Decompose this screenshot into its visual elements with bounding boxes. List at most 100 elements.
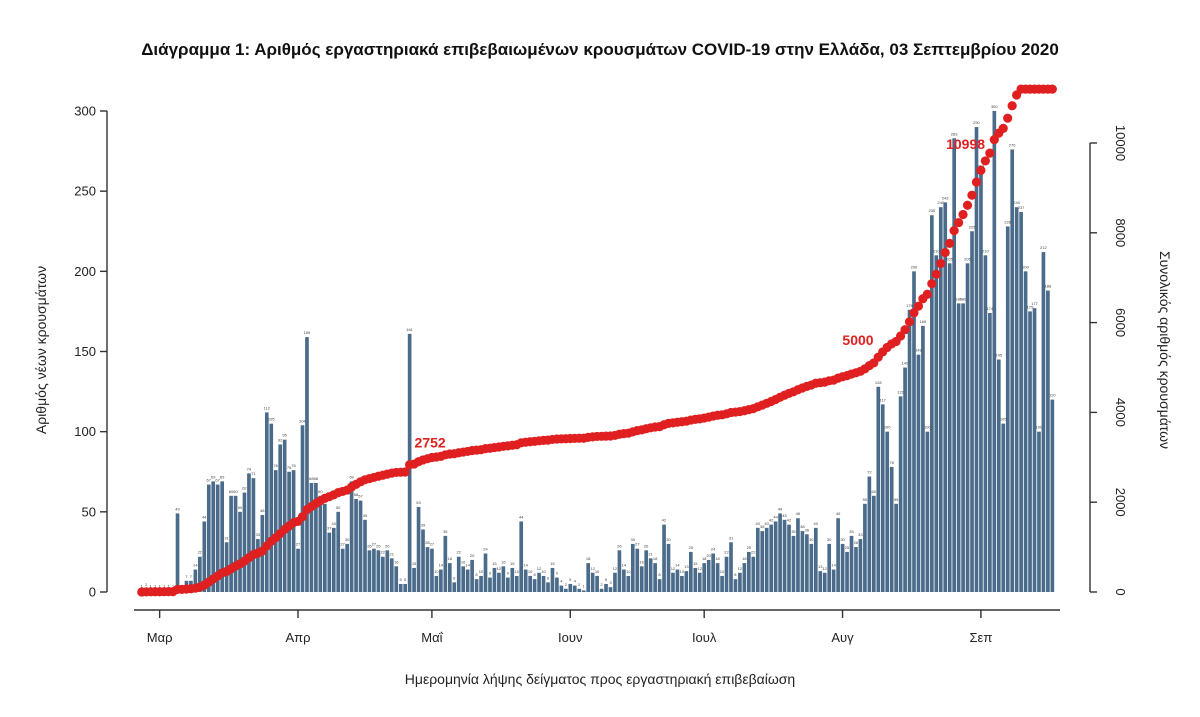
bar-day-173: [912, 271, 916, 592]
bar-label-day-195: 276: [1009, 142, 1016, 147]
bar-label-day-118: 30: [666, 537, 671, 542]
bar-day-100: [586, 563, 591, 592]
bar-day-91: [546, 582, 550, 592]
bar-day-129: [715, 563, 720, 592]
bar-label-day-14: 44: [202, 514, 207, 519]
cumulative-point-day-191: [989, 135, 999, 145]
annotation-5000: 5000: [842, 332, 873, 348]
bar-day-178: [934, 255, 939, 593]
x-tick-4: Μαρ: [147, 630, 173, 645]
bar-label-day-5: 1: [163, 583, 166, 588]
bar-day-159: [849, 535, 854, 592]
bar-day-128: [711, 553, 715, 592]
bar-day-138: [755, 527, 760, 592]
bar-label-day-40: 60: [318, 489, 323, 494]
bar-label-day-176: 100: [924, 425, 931, 430]
bar-label-day-18: 69: [220, 474, 225, 479]
bar-day-74: [470, 559, 474, 592]
bar-day-57: [394, 566, 399, 592]
cumulative-point-day-194: [1003, 113, 1013, 123]
bar-label-day-163: 72: [867, 470, 872, 475]
cumulative-point-day-178: [931, 269, 941, 279]
cumulative-point-day-36: [297, 512, 308, 522]
bar-label-day-48: 58: [354, 492, 359, 497]
bar-label-day-38: 68: [309, 476, 314, 481]
bar-day-62: [416, 507, 421, 592]
bar-label-day-190: 174: [986, 306, 993, 311]
bar-day-167: [885, 431, 890, 592]
bar-label-day-13: 22: [198, 550, 203, 555]
bar-day-188: [979, 170, 983, 592]
bar-label-day-135: 18: [742, 556, 747, 561]
bar-day-73: [465, 569, 470, 592]
bar-label-day-173: 200: [911, 264, 918, 269]
bar-day-193: [1001, 423, 1006, 592]
bar-day-41: [323, 503, 327, 592]
bar-day-156: [836, 518, 840, 592]
cumulative-point-day-177: [927, 279, 937, 289]
bar-label-day-196: 240: [1013, 200, 1020, 205]
bar-label-day-106: 12: [613, 566, 618, 571]
bar-day-24: [247, 473, 251, 592]
cumulative-point-day-186: [967, 190, 977, 200]
bar-day-69: [447, 563, 452, 592]
bar-label-day-23: 62: [242, 486, 247, 491]
bar-day-105: [608, 587, 613, 592]
bar-day-96: [568, 583, 573, 592]
bar-label-day-62: 53: [416, 500, 421, 505]
x-axis-label: Ημερομηνία λήψης δείγματος προς εργαστηρ…: [405, 671, 795, 687]
bar-day-81: [501, 566, 506, 592]
bar-label-day-6: 1: [167, 583, 170, 588]
bar-label-day-100: 18: [586, 556, 591, 561]
bar-day-83: [510, 567, 515, 592]
bar-label-day-120: 14: [675, 563, 680, 568]
bar-label-day-119: 12: [671, 566, 676, 571]
bar-label-day-67: 14: [439, 563, 444, 568]
bar-label-day-180: 243: [942, 195, 949, 200]
bar-label-day-31: 92: [278, 437, 283, 442]
bar-label-day-44: 50: [336, 505, 341, 510]
bar-label-day-182: 283: [951, 131, 958, 136]
bar-label-day-88: 8: [533, 572, 536, 577]
bar-day-115: [653, 563, 657, 592]
y-left-tick-0: 0: [89, 585, 96, 600]
bar-day-87: [528, 575, 532, 592]
bar-label-day-139: 38: [760, 524, 765, 529]
bar-label-day-115: 18: [653, 556, 658, 561]
bar-day-155: [831, 569, 836, 592]
bar-label-day-127: 20: [706, 553, 711, 558]
bar-day-12: [193, 569, 198, 592]
bar-label-day-101: 12: [590, 566, 595, 571]
bar-label-day-42: 37: [327, 526, 332, 531]
bar-label-day-105: 3: [609, 580, 612, 585]
bar-day-141: [769, 524, 774, 592]
bar-label-day-161: 33: [858, 532, 863, 537]
bar-label-day-39: 68: [314, 476, 319, 481]
bar-label-day-136: 25: [747, 545, 752, 550]
bar-day-130: [720, 575, 724, 592]
bar-label-day-68: 35: [443, 529, 448, 534]
bar-day-63: [421, 529, 425, 592]
annotation-2752: 2752: [415, 434, 446, 450]
bar-label-day-19: 31: [224, 535, 229, 540]
x-tick-126: Ιουλ: [692, 630, 717, 645]
y-left-tick-100: 100: [74, 424, 96, 439]
bar-day-201: [1037, 431, 1041, 592]
bar-day-147: [796, 518, 800, 592]
y-axis-right-label: Συνολικός αριθμός κρουσμάτων: [1157, 251, 1173, 449]
bar-label-day-125: 12: [697, 566, 702, 571]
bar-label-day-167: 100: [884, 425, 891, 430]
bar-day-102: [595, 575, 599, 592]
y-left-tick-50: 50: [82, 504, 96, 519]
bar-day-181: [947, 263, 952, 592]
bar-day-23: [242, 492, 247, 592]
bar-label-day-178: 210: [933, 248, 940, 253]
bar-day-185: [965, 263, 970, 592]
bar-label-day-89: 12: [537, 566, 542, 571]
bar-label-day-52: 27: [372, 542, 377, 547]
bar-label-day-47: 69: [349, 474, 354, 479]
bar-label-day-78: 9: [489, 571, 492, 576]
bar-day-84: [514, 575, 519, 592]
bar-day-187: [974, 127, 979, 593]
bar-day-44: [336, 511, 341, 592]
